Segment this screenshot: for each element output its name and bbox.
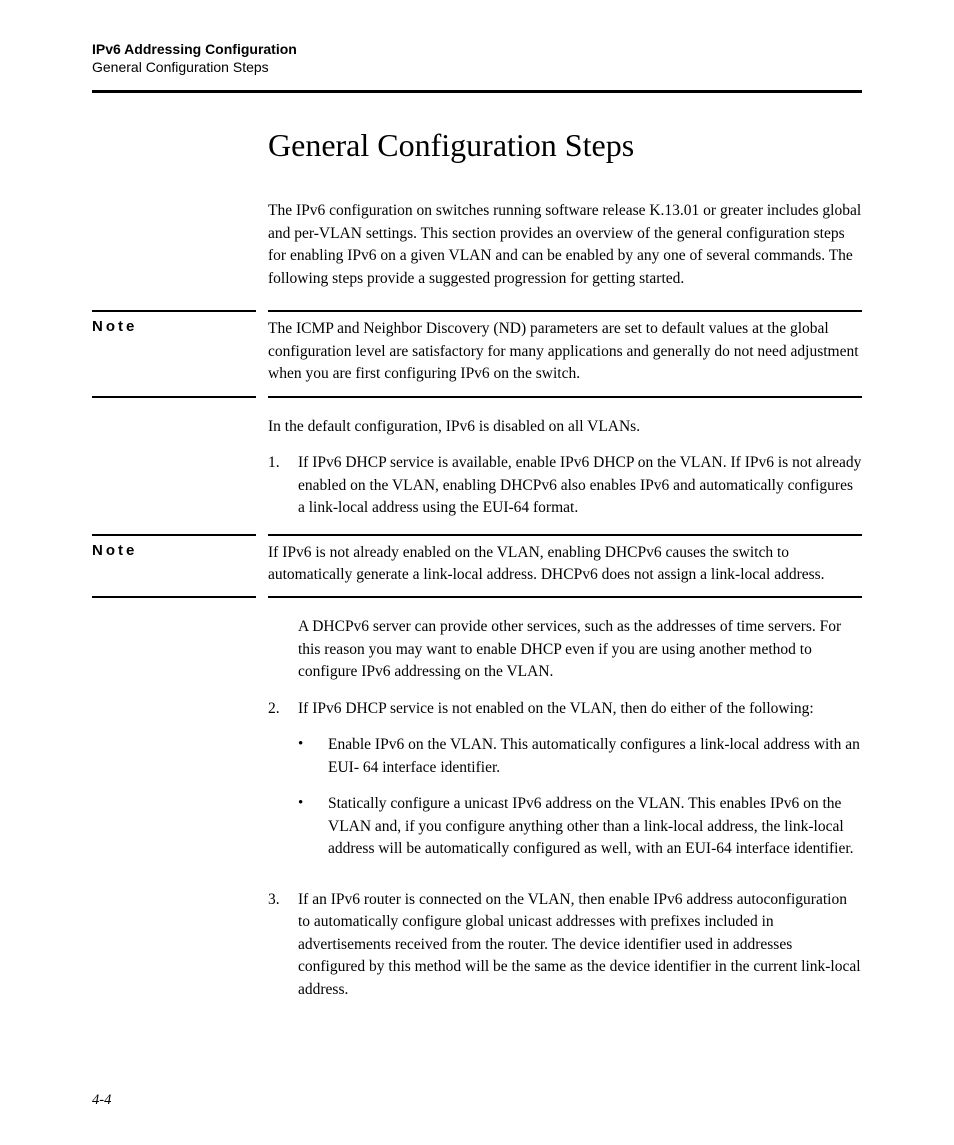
spacer — [92, 598, 268, 1015]
bullet-icon: • — [298, 734, 328, 779]
step-body: If IPv6 DHCP service is not enabled on t… — [298, 698, 862, 875]
step-continuation: A DHCPv6 server can provide other servic… — [268, 616, 862, 683]
step-item: 2. If IPv6 DHCP service is not enabled o… — [268, 698, 862, 875]
note-text: If IPv6 is not already enabled on the VL… — [268, 544, 825, 583]
step-item: 1. If IPv6 DHCP service is available, en… — [268, 452, 862, 519]
step-number-blank — [268, 616, 298, 683]
spacer — [92, 93, 268, 310]
step1-continuation: A DHCPv6 server can provide other servic… — [298, 616, 862, 683]
heading-cell: General Configuration Steps The IPv6 con… — [268, 93, 862, 310]
note-text: The ICMP and Neighbor Discovery (ND) par… — [268, 320, 859, 382]
step2-text: If IPv6 DHCP service is not enabled on t… — [298, 700, 814, 717]
intro-paragraph: The IPv6 configuration on switches runni… — [268, 200, 862, 290]
step-body: If an IPv6 router is connected on the VL… — [298, 889, 862, 1001]
body-cell: A DHCPv6 server can provide other servic… — [268, 598, 862, 1015]
header-title: IPv6 Addressing Configuration — [92, 40, 862, 58]
section-heading: General Configuration Steps — [268, 127, 862, 164]
header-subtitle: General Configuration Steps — [92, 58, 862, 76]
bullet-text: Statically configure a unicast IPv6 addr… — [328, 793, 862, 860]
step-body: A DHCPv6 server can provide other servic… — [298, 616, 862, 683]
steps-list-cont: A DHCPv6 server can provide other servic… — [268, 616, 862, 1001]
step-number: 1. — [268, 452, 298, 519]
page-number: 4-4 — [92, 1092, 111, 1109]
step-body: If IPv6 DHCP service is available, enabl… — [298, 452, 862, 519]
note-label: Note — [92, 318, 137, 335]
default-config-paragraph: In the default configuration, IPv6 is di… — [268, 416, 862, 438]
note-body-cell: If IPv6 is not already enabled on the VL… — [268, 534, 862, 599]
bullet-item: • Statically configure a unicast IPv6 ad… — [298, 793, 862, 860]
steps-list: 1. If IPv6 DHCP service is available, en… — [268, 452, 862, 519]
content-grid: General Configuration Steps The IPv6 con… — [92, 90, 862, 1015]
note-body-cell: The ICMP and Neighbor Discovery (ND) par… — [268, 310, 862, 397]
bullet-item: • Enable IPv6 on the VLAN. This automati… — [298, 734, 862, 779]
note-label-cell: Note — [92, 534, 256, 599]
bullet-icon: • — [298, 793, 328, 860]
note-label-cell: Note — [92, 310, 256, 397]
spacer — [92, 398, 268, 534]
step-number: 2. — [268, 698, 298, 875]
bullet-text: Enable IPv6 on the VLAN. This automatica… — [328, 734, 862, 779]
bullet-list: • Enable IPv6 on the VLAN. This automati… — [298, 734, 862, 860]
step-number: 3. — [268, 889, 298, 1001]
step-item: 3. If an IPv6 router is connected on the… — [268, 889, 862, 1001]
note-label: Note — [92, 542, 137, 559]
body-cell: In the default configuration, IPv6 is di… — [268, 398, 862, 534]
page-header: IPv6 Addressing Configuration General Co… — [92, 40, 862, 76]
